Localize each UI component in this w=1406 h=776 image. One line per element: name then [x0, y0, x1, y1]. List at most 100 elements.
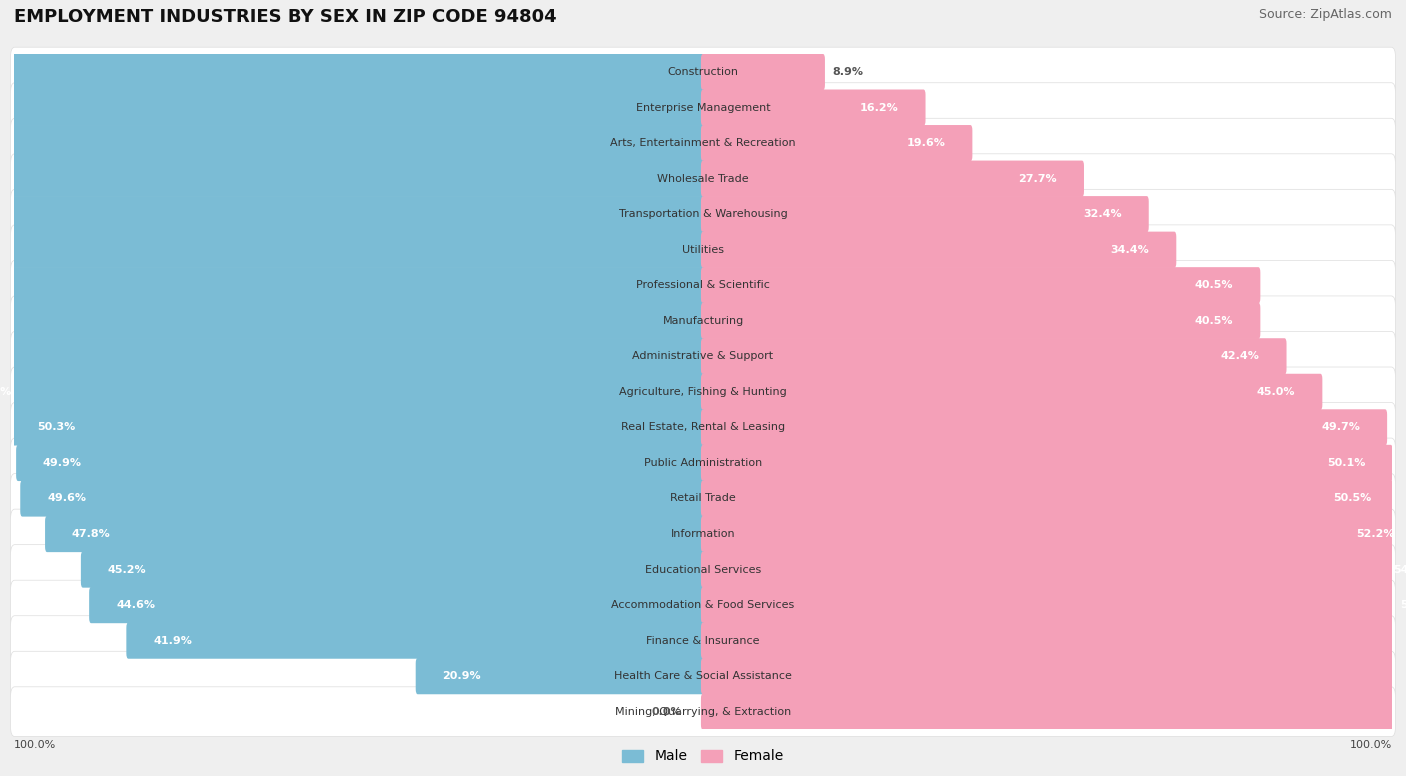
Text: 100.0%: 100.0% — [14, 740, 56, 750]
FancyBboxPatch shape — [702, 338, 1286, 375]
FancyBboxPatch shape — [10, 118, 1396, 168]
FancyBboxPatch shape — [10, 403, 1396, 452]
Text: 100.0%: 100.0% — [1350, 740, 1392, 750]
Text: Administrative & Support: Administrative & Support — [633, 352, 773, 362]
Text: 44.6%: 44.6% — [117, 600, 155, 610]
FancyBboxPatch shape — [10, 225, 1396, 275]
FancyBboxPatch shape — [10, 615, 1396, 666]
FancyBboxPatch shape — [10, 331, 1396, 381]
FancyBboxPatch shape — [0, 338, 704, 375]
FancyBboxPatch shape — [0, 161, 704, 197]
Text: Utilities: Utilities — [682, 244, 724, 255]
Text: 54.9%: 54.9% — [1393, 565, 1406, 574]
Text: Retail Trade: Retail Trade — [671, 494, 735, 504]
FancyBboxPatch shape — [10, 189, 1396, 239]
Text: 45.2%: 45.2% — [108, 565, 146, 574]
Text: Educational Services: Educational Services — [645, 565, 761, 574]
FancyBboxPatch shape — [10, 580, 1396, 630]
Text: 50.5%: 50.5% — [1333, 494, 1371, 504]
FancyBboxPatch shape — [89, 587, 704, 623]
Text: 52.2%: 52.2% — [1357, 529, 1395, 539]
Text: Enterprise Management: Enterprise Management — [636, 102, 770, 113]
Text: 50.1%: 50.1% — [1327, 458, 1365, 468]
FancyBboxPatch shape — [10, 261, 1396, 310]
FancyBboxPatch shape — [15, 445, 704, 481]
Text: Construction: Construction — [668, 67, 738, 77]
FancyBboxPatch shape — [0, 89, 704, 126]
FancyBboxPatch shape — [10, 687, 1396, 736]
Text: Transportation & Warehousing: Transportation & Warehousing — [619, 210, 787, 219]
FancyBboxPatch shape — [82, 552, 704, 587]
Text: Public Administration: Public Administration — [644, 458, 762, 468]
FancyBboxPatch shape — [10, 545, 1396, 594]
FancyBboxPatch shape — [702, 374, 1323, 410]
FancyBboxPatch shape — [702, 125, 973, 161]
FancyBboxPatch shape — [0, 374, 704, 410]
FancyBboxPatch shape — [702, 445, 1392, 481]
Text: 16.2%: 16.2% — [860, 102, 898, 113]
Text: Agriculture, Fishing & Hunting: Agriculture, Fishing & Hunting — [619, 387, 787, 397]
FancyBboxPatch shape — [10, 296, 1396, 345]
FancyBboxPatch shape — [702, 196, 1149, 232]
FancyBboxPatch shape — [0, 54, 704, 90]
FancyBboxPatch shape — [416, 658, 704, 695]
Text: 49.6%: 49.6% — [48, 494, 86, 504]
FancyBboxPatch shape — [702, 267, 1260, 303]
Text: Manufacturing: Manufacturing — [662, 316, 744, 326]
FancyBboxPatch shape — [702, 587, 1406, 623]
Text: 42.4%: 42.4% — [1220, 352, 1260, 362]
FancyBboxPatch shape — [10, 154, 1396, 203]
FancyBboxPatch shape — [702, 480, 1398, 517]
Text: 34.4%: 34.4% — [1111, 244, 1150, 255]
FancyBboxPatch shape — [702, 516, 1406, 553]
FancyBboxPatch shape — [10, 651, 1396, 701]
FancyBboxPatch shape — [10, 438, 1396, 488]
Text: Arts, Entertainment & Recreation: Arts, Entertainment & Recreation — [610, 138, 796, 148]
Text: 49.7%: 49.7% — [1322, 422, 1360, 432]
FancyBboxPatch shape — [45, 516, 704, 553]
FancyBboxPatch shape — [0, 196, 704, 232]
Text: 49.9%: 49.9% — [44, 458, 82, 468]
Text: 55.4%: 55.4% — [1400, 600, 1406, 610]
Text: Real Estate, Rental & Leasing: Real Estate, Rental & Leasing — [621, 422, 785, 432]
FancyBboxPatch shape — [702, 694, 1406, 729]
FancyBboxPatch shape — [702, 303, 1260, 339]
FancyBboxPatch shape — [11, 409, 704, 445]
Text: 8.9%: 8.9% — [832, 67, 863, 77]
Text: 32.4%: 32.4% — [1083, 210, 1122, 219]
FancyBboxPatch shape — [702, 161, 1084, 197]
Text: 47.8%: 47.8% — [72, 529, 111, 539]
FancyBboxPatch shape — [702, 622, 1406, 659]
FancyBboxPatch shape — [10, 509, 1396, 559]
Text: 27.7%: 27.7% — [1018, 174, 1057, 184]
Text: 19.6%: 19.6% — [907, 138, 945, 148]
Text: 40.5%: 40.5% — [1195, 316, 1233, 326]
FancyBboxPatch shape — [127, 622, 704, 659]
FancyBboxPatch shape — [0, 303, 704, 339]
Text: 45.0%: 45.0% — [1257, 387, 1295, 397]
Text: Wholesale Trade: Wholesale Trade — [657, 174, 749, 184]
Text: 20.9%: 20.9% — [443, 671, 481, 681]
FancyBboxPatch shape — [20, 480, 704, 517]
Text: Professional & Scientific: Professional & Scientific — [636, 280, 770, 290]
Text: Mining, Quarrying, & Extraction: Mining, Quarrying, & Extraction — [614, 707, 792, 717]
FancyBboxPatch shape — [702, 658, 1406, 695]
Text: 40.5%: 40.5% — [1195, 280, 1233, 290]
FancyBboxPatch shape — [702, 552, 1406, 587]
FancyBboxPatch shape — [702, 54, 825, 90]
Text: Source: ZipAtlas.com: Source: ZipAtlas.com — [1258, 8, 1392, 21]
Legend: Male, Female: Male, Female — [617, 744, 789, 769]
FancyBboxPatch shape — [10, 473, 1396, 523]
Text: Finance & Insurance: Finance & Insurance — [647, 636, 759, 646]
FancyBboxPatch shape — [10, 83, 1396, 133]
Text: Information: Information — [671, 529, 735, 539]
FancyBboxPatch shape — [702, 89, 925, 126]
FancyBboxPatch shape — [10, 47, 1396, 97]
FancyBboxPatch shape — [10, 367, 1396, 417]
Text: 0.0%: 0.0% — [652, 707, 682, 717]
FancyBboxPatch shape — [702, 409, 1388, 445]
FancyBboxPatch shape — [0, 231, 704, 268]
FancyBboxPatch shape — [0, 267, 704, 303]
Text: Accommodation & Food Services: Accommodation & Food Services — [612, 600, 794, 610]
Text: 41.9%: 41.9% — [153, 636, 193, 646]
